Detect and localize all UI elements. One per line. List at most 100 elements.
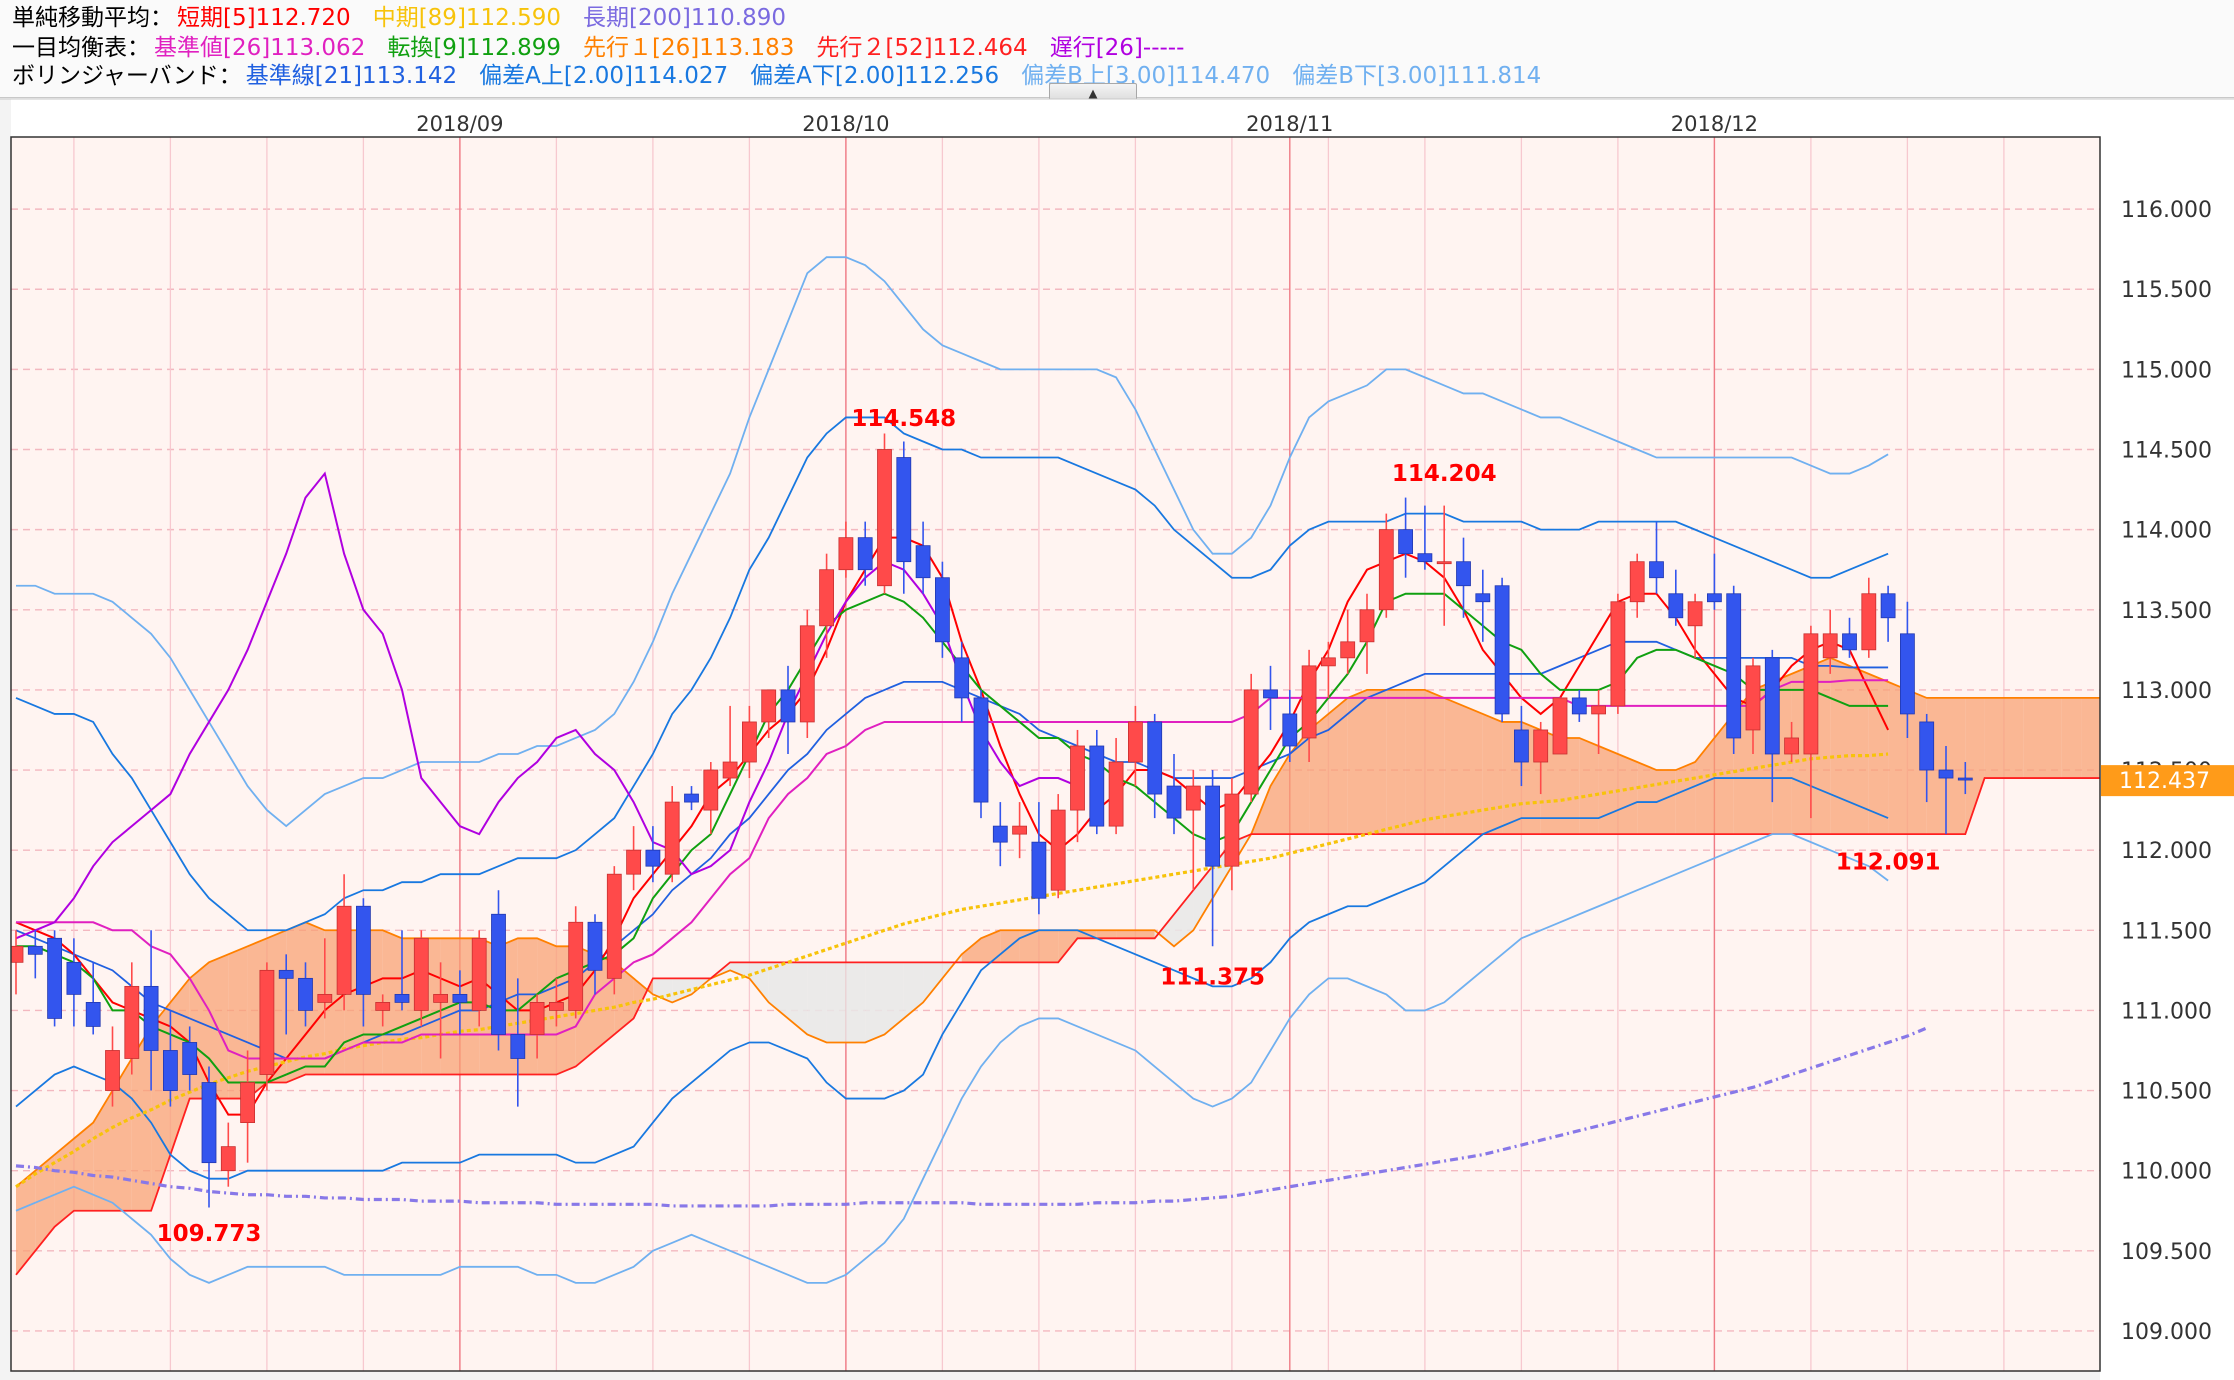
candle: [626, 826, 641, 891]
candle-body: [1436, 561, 1452, 565]
candle-body: [1340, 641, 1356, 659]
candle: [452, 970, 468, 1035]
candle-body: [1571, 697, 1587, 715]
y-axis-tick-label: 113.000: [2121, 679, 2212, 704]
candle: [27, 930, 43, 979]
candle: [1128, 705, 1143, 787]
cloud-segment: [1270, 754, 1290, 835]
cloud-segment: [305, 922, 325, 1075]
candle-body: [1147, 721, 1163, 795]
candle: [1089, 729, 1105, 835]
bollinger-a-upper-line: [15, 416, 1889, 932]
candle: [317, 938, 333, 1019]
candle-body: [1378, 529, 1394, 611]
indicator-line-chikou: [15, 471, 1078, 940]
candle-body: [1900, 633, 1915, 715]
current-price-label: 112.437: [2119, 769, 2210, 794]
y-axis-tick-label: 115.500: [2121, 278, 2212, 303]
candle-body: [799, 625, 815, 723]
cloud-segment: [1656, 770, 1676, 835]
candle-body: [510, 1034, 526, 1059]
price-annotation: 112.091: [1836, 850, 1941, 876]
cloud-segment: [1560, 737, 1580, 835]
candle: [1282, 689, 1298, 763]
x-axis-tick-label: 2018/12: [1671, 112, 1758, 136]
legend-ichimoku-chikou: 遅行[26]-----: [1049, 35, 1185, 61]
candle-body: [182, 1042, 198, 1075]
y-axis-tick-label: 110.000: [2121, 1160, 2212, 1185]
candle-body: [1938, 769, 1954, 779]
bollinger-a-lower-line: [15, 777, 1889, 1180]
cloud-segment: [768, 962, 788, 1019]
candle-body: [703, 769, 719, 811]
legend-ichimoku-tenkan: 転換[9]112.899: [387, 35, 562, 61]
candle: [954, 641, 970, 722]
candle: [1031, 802, 1047, 915]
candle-body: [1417, 553, 1433, 563]
candle: [1571, 689, 1587, 722]
indicator-line-sma_short: [15, 536, 1890, 1116]
candle: [355, 898, 371, 1027]
cloud-segment: [1154, 914, 1174, 947]
candle-body: [973, 697, 989, 803]
candle: [1243, 673, 1259, 803]
candle: [1359, 593, 1375, 674]
candle: [1108, 737, 1124, 835]
y-axis-tick-label: 114.500: [2121, 439, 2212, 464]
candle-body: [1726, 593, 1742, 739]
candle: [182, 1026, 198, 1091]
candle-body: [1089, 745, 1105, 827]
cloud-segment: [1598, 745, 1618, 835]
candle-body: [684, 793, 699, 803]
candle: [1514, 705, 1529, 787]
candle: [1436, 505, 1452, 626]
candle-body: [124, 985, 140, 1059]
x-axis-tick-label: 2018/11: [1246, 112, 1333, 136]
y-axis-tick-label: 113.500: [2121, 599, 2212, 624]
candle-body: [66, 961, 82, 995]
indicator-line-sma_mid: [15, 752, 1889, 1189]
cloud-segment: [16, 1170, 36, 1275]
cloud-segment: [1444, 697, 1464, 835]
y-axis-tick-label: 114.000: [2121, 519, 2212, 544]
cloud-segment: [2081, 697, 2100, 779]
cloud-segment: [1135, 930, 1155, 939]
candle-body: [1591, 705, 1606, 715]
x-axis-tick-label: 2018/09: [416, 112, 503, 136]
candle: [780, 665, 796, 754]
candle: [1205, 770, 1220, 947]
candle-body: [587, 921, 603, 971]
candle-body: [85, 1002, 101, 1027]
candle: [162, 1010, 178, 1107]
candle-body: [1282, 713, 1298, 747]
cloud-segment: [93, 1090, 113, 1211]
cloud-segment: [1019, 930, 1039, 963]
candle: [973, 689, 989, 819]
candle-body: [568, 921, 584, 1011]
candle: [66, 938, 82, 1027]
candle-body: [1243, 689, 1259, 795]
candle-body: [645, 849, 661, 867]
price-annotation: 114.204: [1392, 461, 1497, 487]
legend-ichimoku-row: 一目均衡表： 基準値[26]113.062 転換[9]112.899 先行１[26]1…: [12, 33, 1188, 63]
candle-body: [954, 657, 970, 699]
candle-body: [1398, 529, 1413, 555]
candle-body: [1108, 761, 1124, 827]
candle-body: [394, 993, 410, 1003]
candle: [645, 826, 661, 883]
cloud-segment: [1193, 866, 1213, 931]
cloud-segment: [2061, 697, 2082, 779]
candle: [1629, 553, 1645, 618]
candle-body: [780, 689, 796, 723]
candle-body: [1301, 665, 1317, 739]
cloud-segment: [1695, 737, 1715, 835]
candle-body: [1764, 657, 1780, 755]
candle-body: [549, 1002, 564, 1011]
candle: [1668, 569, 1684, 626]
candle-body: [935, 577, 950, 643]
senkou-span-1-line: [15, 656, 2100, 1188]
candle-body: [298, 977, 313, 1011]
candle: [664, 786, 680, 883]
cloud-segment: [228, 946, 248, 1099]
